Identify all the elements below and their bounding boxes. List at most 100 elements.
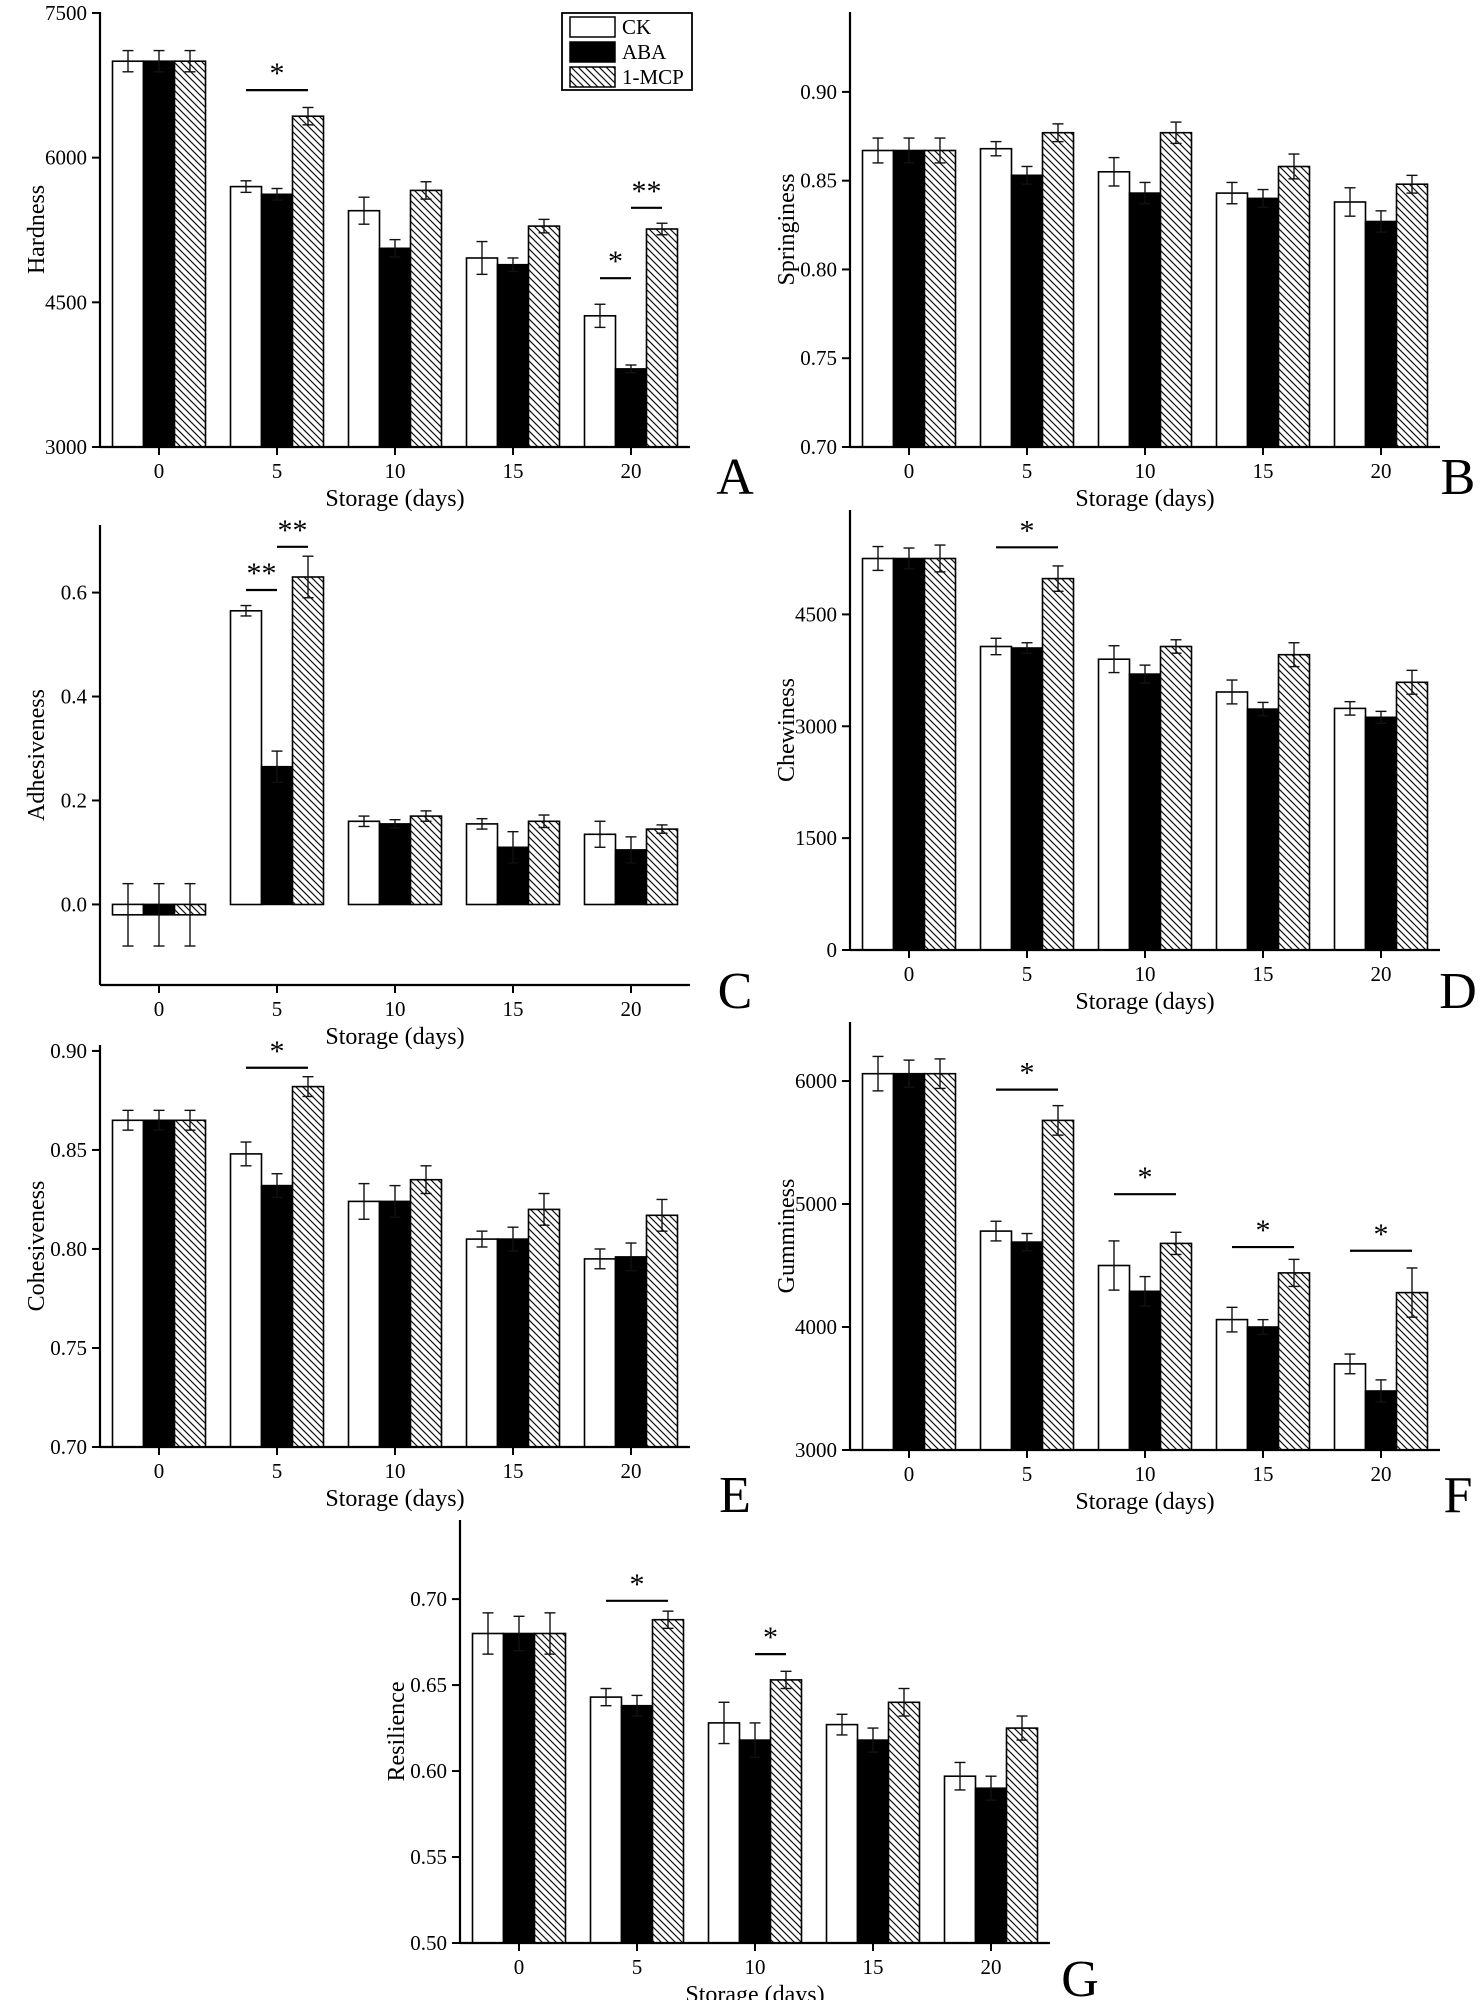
error-bar-F-CK-day10	[1108, 1240, 1120, 1291]
bar-G-1-MCP-day20	[1005, 1727, 1039, 1944]
svg-text:*: *	[1020, 1057, 1035, 1090]
error-bar-F-CK-day20	[1344, 1353, 1356, 1375]
bar-D-CK-day10	[1097, 658, 1131, 951]
legend-label-CK: CK	[622, 15, 651, 39]
error-bar-D-ABA-day10	[1139, 664, 1151, 684]
bar-A-ABA-day20	[614, 368, 648, 448]
bar-E-1-MCP-day0	[173, 1119, 207, 1448]
svg-text:*: *	[270, 1035, 285, 1068]
y-tick-label-E-0.85: 0.85	[50, 1138, 87, 1162]
x-tick-label-F-15: 15	[1253, 1462, 1274, 1486]
bar-C-CK-day10	[347, 820, 381, 906]
error-bar-E-1-MCP-day20	[656, 1198, 668, 1232]
x-tick-label-D-20: 20	[1371, 962, 1392, 986]
error-bar-E-CK-day10	[358, 1182, 370, 1220]
bar-E-CK-day20	[583, 1258, 617, 1448]
bar-A-1-MCP-day15	[527, 225, 561, 448]
bar-B-ABA-day15	[1246, 197, 1280, 448]
x-tick-label-C-0: 0	[154, 997, 165, 1021]
bar-E-CK-day15	[465, 1238, 499, 1448]
svg-text:*: *	[608, 245, 623, 278]
bar-E-CK-day5	[229, 1153, 263, 1448]
bar-G-ABA-day5	[620, 1704, 654, 1944]
error-bar-A-ABA-day20	[625, 364, 637, 374]
bar-G-CK-day5	[589, 1696, 623, 1944]
bar-C-1-MCP-day10	[409, 815, 443, 906]
bar-E-ABA-day20	[614, 1256, 648, 1448]
error-bar-F-CK-day15	[1226, 1306, 1238, 1333]
x-tick-label-G-10: 10	[745, 1955, 766, 1979]
bar-F-ABA-day0	[892, 1072, 926, 1451]
error-bar-D-1-MCP-day20	[1406, 669, 1418, 695]
bar-E-1-MCP-day20	[645, 1214, 679, 1448]
panel-letter-G: G	[1061, 1951, 1099, 2000]
error-bar-A-CK-day10	[358, 196, 370, 225]
bar-B-CK-day5	[979, 147, 1013, 448]
x-tick-label-B-10: 10	[1135, 459, 1156, 483]
y-tick-label-D-4500: 4500	[795, 602, 837, 626]
svg-text:*: *	[1374, 1218, 1389, 1251]
bar-F-1-MCP-day10	[1159, 1242, 1193, 1451]
bar-B-ABA-day5	[1010, 174, 1044, 448]
y-tick-label-G-0.65: 0.65	[410, 1673, 447, 1697]
y-tick-label-B-0.85: 0.85	[800, 169, 837, 193]
y-tick-label-B-0.70: 0.70	[800, 435, 837, 459]
error-bar-G-1-MCP-day0	[544, 1612, 556, 1655]
error-bar-E-CK-day5	[240, 1141, 252, 1167]
bar-C-ABA-day10	[378, 823, 412, 906]
y-tick-label-C-0.4: 0.4	[61, 685, 88, 709]
bar-A-ABA-day5	[260, 193, 294, 448]
bar-D-CK-day5	[979, 645, 1013, 951]
error-bar-A-1-MCP-day5	[302, 106, 314, 126]
bar-C-CK-day15	[465, 823, 499, 906]
error-bar-G-ABA-day20	[985, 1775, 997, 1801]
panel-letter-A: A	[716, 449, 754, 506]
error-bar-B-CK-day20	[1344, 187, 1356, 217]
error-bar-E-ABA-day0	[153, 1109, 165, 1131]
bar-A-CK-day20	[583, 314, 617, 448]
bar-F-CK-day5	[979, 1230, 1013, 1451]
svg-text:**: **	[632, 175, 662, 208]
bar-E-ABA-day0	[142, 1119, 176, 1448]
error-bar-C-CK-day5	[240, 604, 252, 617]
bar-G-1-MCP-day5	[651, 1618, 685, 1944]
error-bar-B-ABA-day15	[1257, 188, 1269, 209]
significance-marker-A-1: *	[600, 245, 631, 280]
error-bar-A-1-MCP-day20	[656, 222, 668, 236]
chart-G: 0.50 0.55 0.60 0.65 0.70 0 5 10 15 20 Storage (day…	[384, 1520, 1099, 2000]
x-tick-label-C-5: 5	[272, 997, 283, 1021]
bar-B-ABA-day0	[892, 149, 926, 448]
error-bar-B-1-MCP-day5	[1052, 123, 1064, 143]
bar-F-1-MCP-day20	[1395, 1291, 1429, 1451]
x-tick-label-E-0: 0	[154, 1459, 165, 1483]
bar-E-ABA-day10	[378, 1200, 412, 1448]
error-bar-B-ABA-day5	[1021, 165, 1033, 185]
y-tick-label-A-7500: 7500	[45, 1, 87, 25]
error-bar-G-ABA-day15	[867, 1727, 879, 1753]
bar-F-ABA-day15	[1246, 1326, 1280, 1451]
significance-marker-G-1: *	[755, 1621, 786, 1656]
svg-text:**: **	[247, 557, 277, 590]
error-bar-G-CK-day0	[482, 1612, 494, 1655]
bar-C-1-MCP-day5	[291, 576, 325, 906]
error-bar-E-1-MCP-day10	[420, 1165, 432, 1195]
x-tick-label-E-15: 15	[503, 1459, 524, 1483]
bar-D-1-MCP-day5	[1041, 577, 1075, 951]
error-bar-D-1-MCP-day10	[1170, 639, 1182, 654]
error-bar-E-1-MCP-day0	[184, 1109, 196, 1131]
x-tick-label-D-10: 10	[1135, 962, 1156, 986]
bar-A-1-MCP-day10	[409, 189, 443, 448]
x-tick-label-C-15: 15	[503, 997, 524, 1021]
y-tick-label-E-0.70: 0.70	[50, 1435, 87, 1459]
error-bar-B-CK-day10	[1108, 156, 1120, 187]
bar-D-ABA-day0	[892, 557, 926, 951]
y-tick-label-F-4000: 4000	[795, 1315, 837, 1339]
error-bar-D-CK-day5	[990, 637, 1002, 656]
bar-E-1-MCP-day15	[527, 1208, 561, 1448]
x-tick-label-F-20: 20	[1371, 1462, 1392, 1486]
y-tick-label-G-0.70: 0.70	[410, 1587, 447, 1611]
svg-text:**: **	[278, 514, 308, 547]
error-bar-E-1-MCP-day5	[302, 1075, 314, 1098]
